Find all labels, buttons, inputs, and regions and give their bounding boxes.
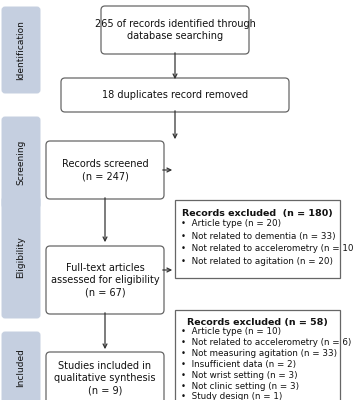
Text: Eligibility: Eligibility [17,236,25,278]
FancyBboxPatch shape [2,117,40,208]
Text: Screening: Screening [17,140,25,185]
Text: Studies included in
qualitative synthesis
(n = 9): Studies included in qualitative synthesi… [54,361,156,395]
FancyBboxPatch shape [61,78,289,112]
FancyBboxPatch shape [2,197,40,318]
Text: Identification: Identification [17,20,25,80]
FancyBboxPatch shape [46,352,164,400]
Bar [175,200,340,278]
Text: Records excluded (n = 58): Records excluded (n = 58) [187,318,328,327]
Bar [175,310,340,400]
Text: •  Not related to accelerometry (n = 107): • Not related to accelerometry (n = 107) [181,244,354,253]
Text: •  Not measuring agitation (n = 33): • Not measuring agitation (n = 33) [181,349,337,358]
FancyBboxPatch shape [46,246,164,314]
Text: •  Not related to accelerometry (n = 6): • Not related to accelerometry (n = 6) [181,338,352,347]
Text: •  Insufficient data (n = 2): • Insufficient data (n = 2) [181,360,296,369]
FancyBboxPatch shape [2,7,40,93]
Text: Records excluded  (n = 180): Records excluded (n = 180) [182,209,333,218]
Text: Included: Included [17,348,25,387]
Text: •  Not wrist setting (n = 3): • Not wrist setting (n = 3) [181,371,298,380]
Text: 265 of records identified through
database searching: 265 of records identified through databa… [95,19,256,41]
Text: •  Not related to dementia (n = 33): • Not related to dementia (n = 33) [181,232,336,241]
Text: •  Not related to agitation (n = 20): • Not related to agitation (n = 20) [181,256,333,266]
Text: •  Study design (n = 1): • Study design (n = 1) [181,392,282,400]
Text: Full-text articles
assessed for eligibility
(n = 67): Full-text articles assessed for eligibil… [51,262,159,298]
Text: •  Not clinic setting (n = 3): • Not clinic setting (n = 3) [181,382,299,390]
FancyBboxPatch shape [101,6,249,54]
Text: •  Article type (n = 10): • Article type (n = 10) [181,327,281,336]
FancyBboxPatch shape [2,332,40,400]
Text: 18 duplicates record removed: 18 duplicates record removed [102,90,248,100]
Text: •  Article type (n = 20): • Article type (n = 20) [181,220,281,228]
FancyBboxPatch shape [46,141,164,199]
Text: Records screened
(n = 247): Records screened (n = 247) [62,159,148,181]
